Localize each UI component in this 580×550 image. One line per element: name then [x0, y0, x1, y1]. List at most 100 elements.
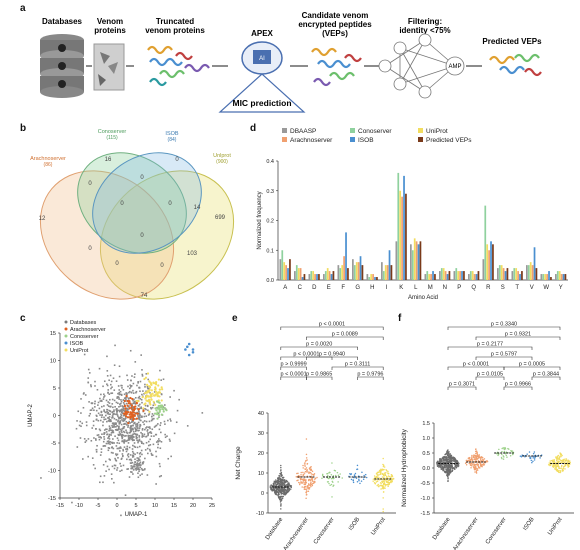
venn-region: 0: [140, 175, 144, 181]
umap-point: [132, 436, 135, 438]
umap-point: [122, 427, 125, 430]
umap-point: [129, 462, 132, 464]
umap-point: [147, 409, 149, 412]
y-tick-label: 0.4: [266, 159, 274, 165]
data-point: [548, 462, 551, 464]
panel-letter-c: c: [20, 313, 26, 324]
data-point: [384, 474, 387, 477]
umap-point: [141, 373, 144, 376]
umap-point: [153, 417, 155, 420]
data-point: [316, 476, 318, 479]
umap-point: [88, 372, 91, 374]
filter-network-icon: [378, 33, 465, 99]
umap-point: [141, 434, 144, 437]
umap-point: [113, 442, 115, 444]
umap-point: [120, 414, 123, 417]
data-point: [276, 483, 279, 485]
umap-point: [91, 427, 94, 429]
x-tick-label: G: [355, 285, 360, 291]
data-point: [377, 475, 379, 477]
umap-point: [131, 420, 133, 422]
umap-point: [112, 413, 115, 415]
umap-point: [108, 393, 111, 395]
data-point: [303, 472, 306, 474]
umap-point-arachnoserver: [126, 416, 130, 419]
umap-point: [130, 436, 132, 439]
umap-point-uniprot: [155, 380, 158, 384]
umap-point-uniprot: [160, 399, 163, 402]
bar-conoserver: [469, 271, 472, 280]
umap-point: [141, 416, 143, 418]
data-point: [476, 458, 478, 461]
data-point: [507, 447, 509, 450]
bar-uniprot: [326, 268, 329, 280]
umap-point: [176, 409, 179, 412]
umap-point: [126, 424, 128, 426]
data-point: [506, 456, 508, 458]
data-point: [446, 468, 448, 470]
data-point: [441, 459, 443, 462]
umap-point: [97, 412, 100, 415]
data-point: [282, 493, 284, 495]
umap-point: [150, 419, 153, 422]
data-point: [307, 484, 309, 487]
bar-dbaasp: [468, 274, 470, 280]
data-point: [305, 493, 308, 496]
data-point: [307, 487, 310, 490]
umap-point-conoserver: [157, 413, 161, 417]
umap-point: [145, 390, 147, 393]
data-point: [475, 451, 478, 453]
bar-uniprot: [355, 262, 358, 280]
umap-point: [90, 384, 92, 386]
umap-point: [123, 409, 125, 412]
p-value-label: p = 0.0005: [519, 362, 545, 368]
data-point: [276, 481, 278, 484]
venn-region: 0: [140, 233, 144, 239]
umap-point-conoserver: [155, 400, 159, 403]
umap-point: [134, 433, 137, 435]
bar-dbaasp: [308, 274, 311, 280]
umap-point: [106, 384, 109, 387]
bar-predicted-veps: [318, 274, 320, 280]
umap-point: [138, 429, 140, 432]
umap-point: [122, 407, 125, 410]
legend-marker: [64, 341, 68, 345]
data-point: [385, 481, 388, 483]
data-point: [501, 457, 503, 460]
y-tick-label: -10: [256, 511, 264, 517]
bar-predicted-veps: [550, 277, 552, 280]
umap-point-uniprot: [145, 395, 148, 398]
data-point: [306, 459, 308, 461]
umap-point: [141, 429, 144, 431]
x-tick-label: 20: [190, 503, 196, 509]
data-point: [383, 482, 386, 484]
umap-point-conoserver: [158, 401, 161, 404]
umap-point: [75, 427, 78, 430]
umap-point: [138, 439, 141, 442]
umap-point: [111, 422, 114, 424]
umap-point: [138, 438, 141, 441]
x-tick-label: 5: [134, 503, 137, 509]
data-point: [559, 452, 561, 454]
umap-point: [119, 420, 122, 423]
umap-point: [108, 458, 111, 460]
bar-uniprot: [515, 268, 518, 280]
data-point: [532, 457, 534, 459]
umap-point: [186, 425, 189, 427]
venn-region: 103: [187, 251, 198, 257]
umap-point: [134, 418, 137, 420]
data-point: [443, 466, 446, 468]
umap-point: [84, 441, 87, 443]
umap-point: [145, 420, 148, 423]
legend-swatch: [282, 137, 287, 142]
bar-predicted-veps: [521, 271, 523, 280]
significance-bracket: [475, 356, 533, 360]
data-point: [285, 490, 287, 493]
data-point: [554, 468, 556, 470]
data-point: [475, 452, 477, 455]
umap-point: [108, 419, 111, 421]
y-tick-label: -5: [51, 441, 56, 447]
umap-point: [127, 434, 129, 437]
umap-point: [111, 392, 114, 394]
